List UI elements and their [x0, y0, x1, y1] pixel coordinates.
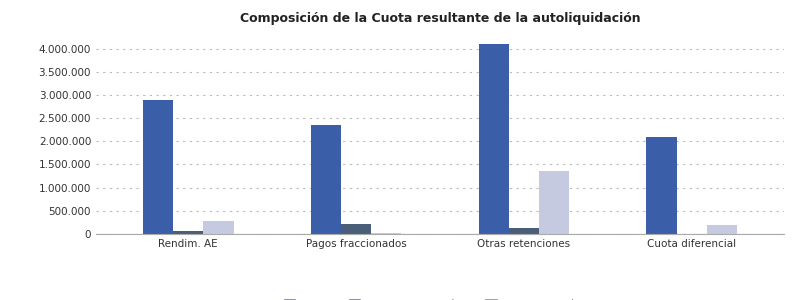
- Bar: [478, 44, 509, 234]
- Bar: [509, 228, 539, 234]
- Bar: [539, 171, 570, 234]
- Bar: [341, 224, 371, 234]
- Title: Composición de la Cuota resultante de la autoliquidación: Composición de la Cuota resultante de la…: [240, 12, 640, 25]
- Bar: [677, 234, 707, 238]
- Legend: Directa, Objetiva no agrícola, Objetiva agrícola: Directa, Objetiva no agrícola, Objetiva …: [280, 295, 600, 300]
- Bar: [646, 136, 677, 234]
- Bar: [707, 225, 737, 234]
- Bar: [371, 233, 402, 234]
- Bar: [310, 125, 341, 234]
- Bar: [173, 231, 203, 234]
- Bar: [143, 100, 173, 234]
- Bar: [203, 221, 234, 234]
